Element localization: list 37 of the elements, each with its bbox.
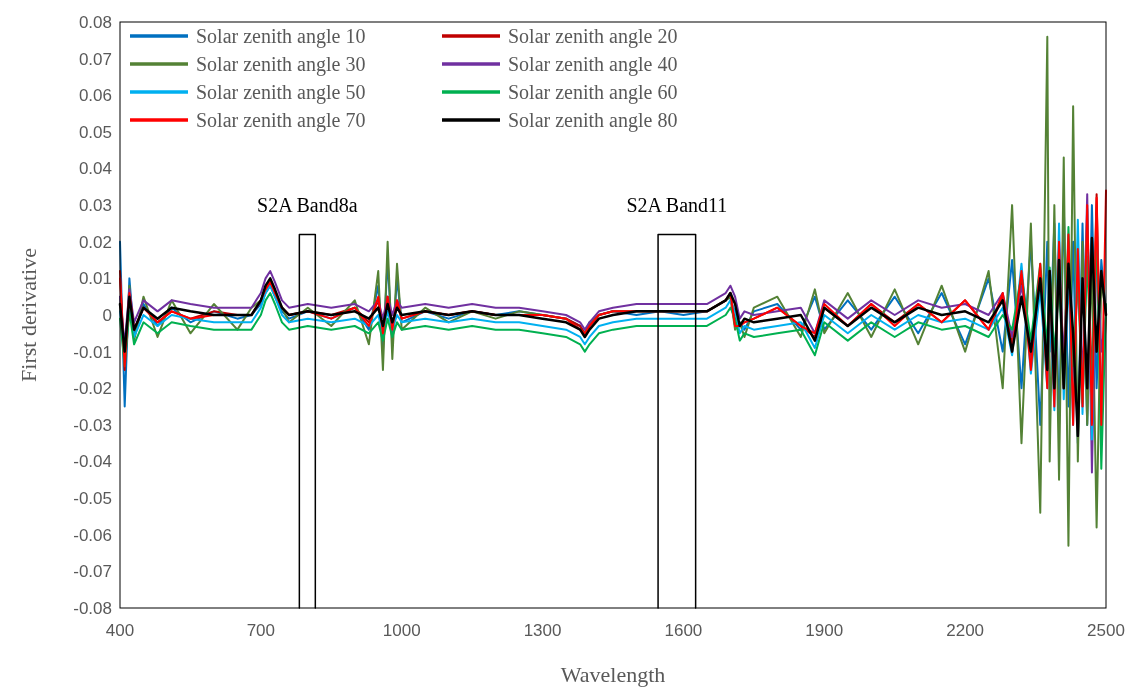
- legend-label: Solar zenith angle 10: [196, 25, 366, 48]
- legend-label: Solar zenith angle 40: [508, 53, 678, 76]
- x-tick-label: 1900: [805, 621, 844, 640]
- y-tick-label: -0.08: [73, 598, 112, 618]
- y-tick-label: -0.06: [73, 525, 112, 545]
- x-tick-label: 400: [105, 621, 135, 640]
- y-tick-label: -0.05: [73, 489, 112, 509]
- x-tick-label: 2500: [1087, 621, 1125, 640]
- legend-label: Solar zenith angle 70: [196, 109, 366, 132]
- legend-label: Solar zenith angle 80: [508, 109, 678, 132]
- legend-label: Solar zenith angle 50: [196, 81, 366, 104]
- y-tick-label: -0.02: [73, 379, 112, 399]
- y-axis-title: First derivative: [16, 248, 41, 382]
- x-axis-title: Wavelength: [560, 662, 666, 687]
- x-tick-label: 1600: [664, 621, 703, 640]
- x-tick-label: 1300: [523, 621, 562, 640]
- y-tick-label: 0: [102, 305, 112, 325]
- y-tick-label: 0.02: [78, 232, 112, 252]
- y-tick-label: 0.05: [78, 122, 112, 142]
- legend-label: Solar zenith angle 30: [196, 53, 366, 76]
- annotation: S2A Band8a: [257, 194, 358, 217]
- y-tick-label: 0.08: [78, 12, 112, 32]
- x-tick-label: 2200: [946, 621, 985, 640]
- y-tick-label: -0.03: [73, 415, 112, 435]
- y-tick-label: -0.04: [73, 452, 112, 472]
- y-tick-label: -0.01: [73, 342, 112, 362]
- y-tick-label: 0.04: [78, 159, 112, 179]
- y-tick-label: 0.01: [78, 269, 112, 289]
- x-tick-label: 1000: [382, 621, 421, 640]
- y-tick-label: 0.06: [78, 86, 112, 106]
- y-tick-label: 0.07: [78, 49, 112, 69]
- y-tick-label: 0.03: [78, 196, 112, 216]
- x-tick-label: 700: [246, 621, 276, 640]
- annotation: S2A Band11: [626, 194, 728, 217]
- legend-label: Solar zenith angle 60: [508, 81, 678, 104]
- y-tick-label: -0.07: [73, 562, 112, 582]
- legend-label: Solar zenith angle 20: [508, 25, 678, 48]
